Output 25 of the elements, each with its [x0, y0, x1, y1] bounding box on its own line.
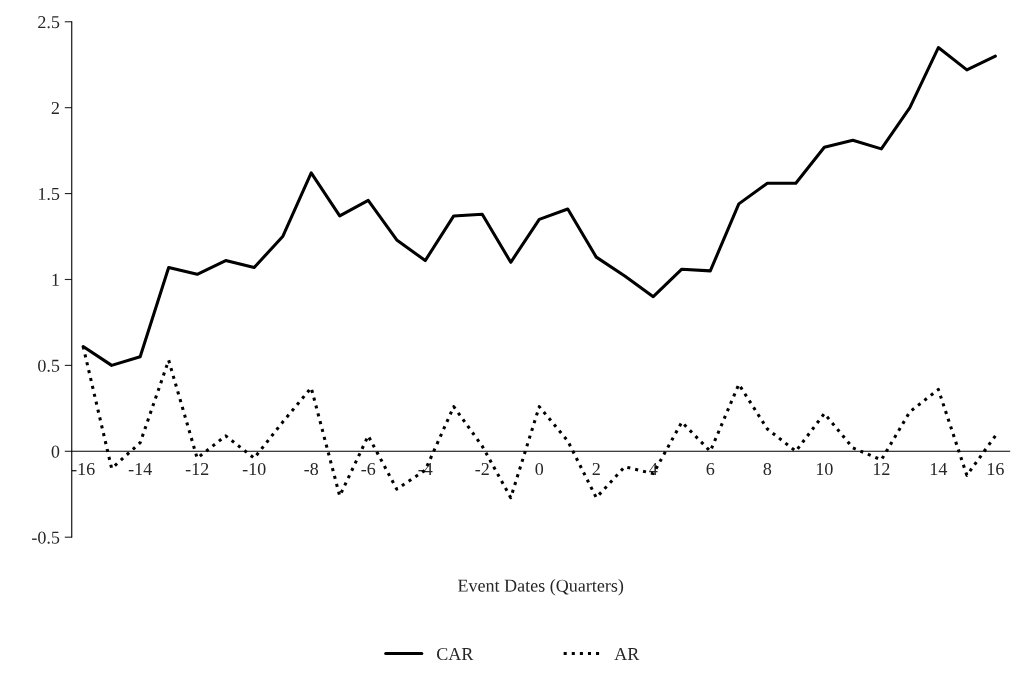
y-tick-label: 0.5 [38, 359, 60, 372]
y-tick-label: 2 [51, 101, 59, 114]
x-tick-label: 0 [535, 462, 544, 476]
y-tick-label: 1 [52, 273, 59, 286]
x-tick-label: -6 [361, 462, 376, 476]
x-tick-label: -10 [242, 462, 266, 476]
x-tick-label: 16 [987, 462, 1004, 476]
x-tick-label: -14 [128, 463, 152, 475]
x-tick-label: -8 [304, 462, 319, 476]
x-tick-label: 10 [816, 462, 833, 476]
x-tick-label: -12 [185, 462, 209, 475]
x-tick-label: 2 [592, 462, 600, 475]
x-tick-label: 6 [706, 462, 715, 476]
x-tick-label: -2 [475, 462, 489, 475]
x-tick-label: -4 [418, 463, 433, 475]
y-tick-label: -0.5 [32, 531, 60, 544]
x-axis-title: Event Dates (Quarters) [457, 579, 624, 596]
y-tick-label: 1.5 [38, 187, 60, 201]
x-tick-label: 8 [763, 462, 772, 476]
y-tick-label: 2.5 [38, 16, 60, 29]
x-tick-label: 12 [873, 462, 890, 475]
legend-label: CAR [437, 647, 474, 661]
x-tick-label: 14 [930, 463, 948, 475]
y-tick-label: 0 [51, 445, 60, 458]
legend-label: AR [614, 647, 640, 660]
